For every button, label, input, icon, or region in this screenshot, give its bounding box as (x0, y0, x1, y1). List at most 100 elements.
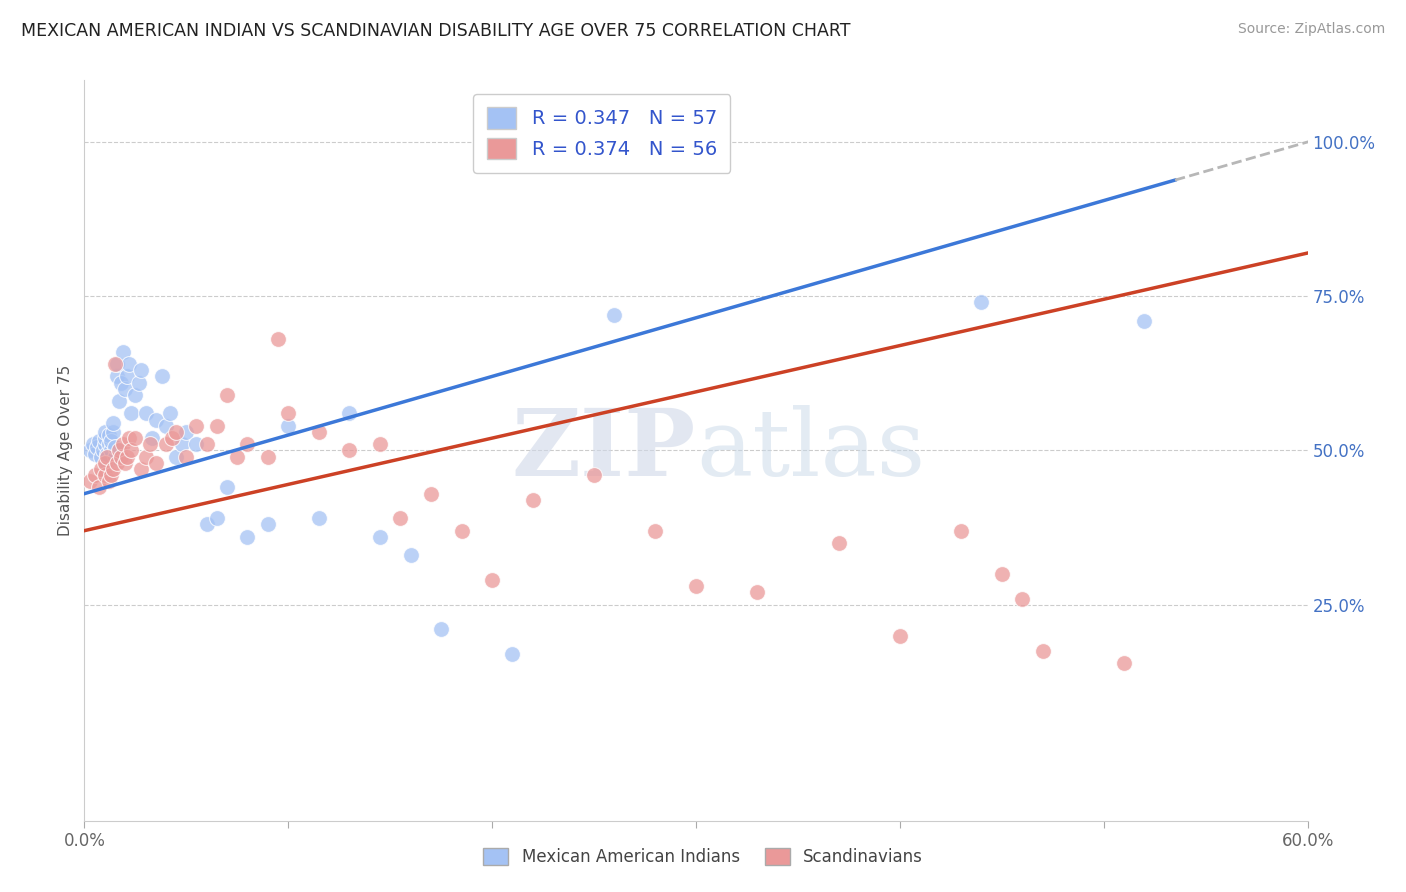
Point (186, 437, 208, 451)
Point (114, 456, 136, 470)
Point (101, 416, 124, 430)
Point (101, 425, 124, 439)
Point (110, 376, 132, 390)
Point (522, 492, 544, 507)
Point (112, 344, 135, 359)
Point (236, 530, 259, 544)
Point (195, 517, 218, 532)
Point (79, 443, 101, 458)
Point (93, 431, 115, 445)
Point (217, 388, 239, 402)
Point (120, 443, 142, 458)
Point (991, 566, 1014, 581)
Point (93, 425, 115, 439)
Point (118, 357, 141, 371)
Point (160, 431, 183, 445)
Point (83, 468, 105, 483)
Point (889, 629, 911, 643)
Point (138, 437, 160, 451)
Point (91, 443, 114, 458)
Point (195, 437, 218, 451)
Point (104, 441, 127, 455)
Point (257, 450, 280, 464)
Point (104, 450, 127, 464)
Point (87, 481, 110, 495)
Point (165, 425, 187, 439)
Point (115, 369, 138, 384)
Text: atlas: atlas (696, 406, 925, 495)
Point (174, 450, 197, 464)
Point (90, 462, 112, 476)
Point (950, 524, 973, 538)
Point (145, 456, 167, 470)
Point (450, 524, 472, 538)
Point (308, 425, 330, 439)
Point (226, 450, 249, 464)
Point (685, 579, 707, 593)
Point (110, 450, 132, 464)
Point (115, 450, 138, 464)
Point (828, 536, 851, 550)
Point (165, 450, 187, 464)
Legend: R = 0.347   N = 57, R = 0.374   N = 56: R = 0.347 N = 57, R = 0.374 N = 56 (474, 94, 731, 173)
Point (145, 412, 167, 426)
Point (339, 443, 361, 458)
Point (155, 418, 177, 433)
Point (101, 462, 124, 476)
Point (481, 573, 503, 587)
Point (267, 333, 290, 347)
Point (93, 456, 115, 470)
Point (118, 431, 141, 445)
Point (205, 418, 228, 433)
Point (747, 585, 769, 599)
Point (105, 357, 128, 371)
Text: MEXICAN AMERICAN INDIAN VS SCANDINAVIAN DISABILITY AGE OVER 75 CORRELATION CHART: MEXICAN AMERICAN INDIAN VS SCANDINAVIAN … (21, 22, 851, 40)
Point (217, 481, 239, 495)
Legend: Mexican American Indians, Scandinavians: Mexican American Indians, Scandinavians (475, 840, 931, 875)
Point (112, 437, 135, 451)
Y-axis label: Disability Age Over 75: Disability Age Over 75 (58, 365, 73, 536)
Point (135, 450, 157, 464)
Point (105, 369, 128, 384)
Point (159, 407, 181, 421)
Text: Source: ZipAtlas.com: Source: ZipAtlas.com (1237, 22, 1385, 37)
Point (86, 441, 108, 455)
Point (105, 456, 128, 470)
Point (96, 446, 118, 460)
Point (277, 407, 299, 421)
Point (339, 407, 361, 421)
Point (114, 382, 136, 396)
Point (368, 437, 391, 451)
Point (97, 428, 120, 442)
Point (236, 437, 259, 451)
Point (644, 524, 666, 538)
Point (104, 357, 127, 371)
Point (172, 437, 194, 451)
Point (108, 443, 131, 458)
Point (96, 456, 118, 470)
Point (970, 295, 993, 310)
Point (96, 450, 118, 464)
Point (93, 468, 115, 483)
Point (1133, 314, 1156, 328)
Point (205, 511, 228, 525)
Point (368, 530, 391, 544)
Point (100, 434, 122, 449)
Point (97, 437, 120, 451)
Point (124, 431, 146, 445)
Point (150, 369, 173, 384)
Point (277, 418, 299, 433)
Point (257, 517, 280, 532)
Point (155, 437, 177, 451)
Point (100, 468, 122, 483)
Point (389, 511, 412, 525)
Point (174, 425, 197, 439)
Point (1011, 591, 1033, 606)
Point (399, 549, 422, 563)
Point (79, 475, 101, 489)
Point (502, 647, 524, 661)
Point (97, 475, 120, 489)
Point (186, 418, 208, 433)
Point (83, 446, 105, 460)
Point (87, 434, 110, 449)
